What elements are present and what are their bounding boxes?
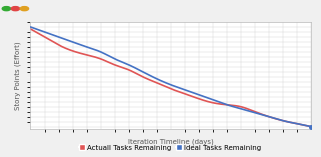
Y-axis label: Story Points (Effort): Story Points (Effort) xyxy=(14,41,21,110)
Legend: Actuall Tasks Remaining, Ideal Tasks Remaining: Actuall Tasks Remaining, Ideal Tasks Rem… xyxy=(76,142,264,154)
X-axis label: Iteration Timeline (days): Iteration Timeline (days) xyxy=(128,138,214,145)
